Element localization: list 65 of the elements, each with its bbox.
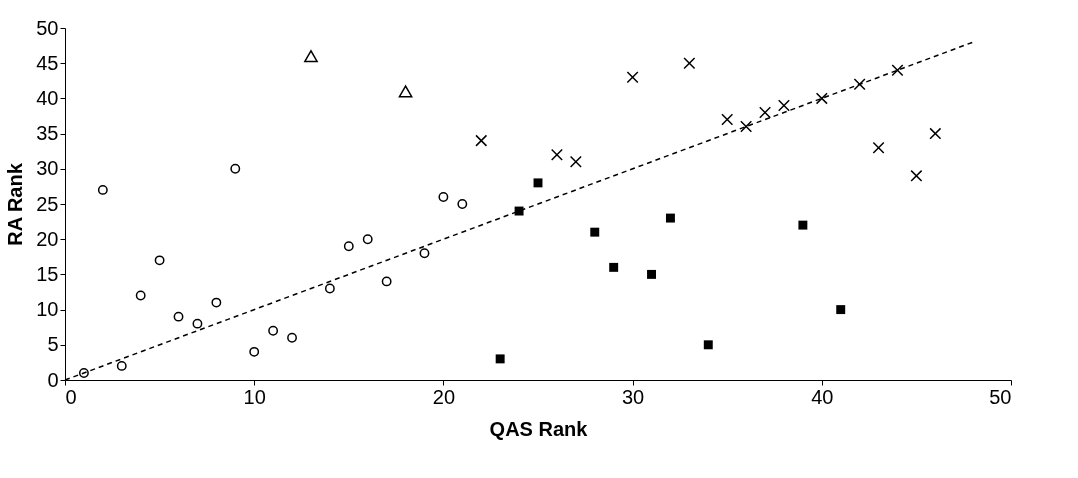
point xyxy=(419,248,430,259)
point xyxy=(457,199,468,209)
point xyxy=(116,361,127,371)
point xyxy=(154,255,165,266)
point xyxy=(910,169,923,182)
y-tick-label: 25 xyxy=(36,192,59,215)
point xyxy=(626,71,639,84)
point xyxy=(721,113,734,126)
point xyxy=(192,318,203,329)
point xyxy=(550,148,563,161)
point xyxy=(665,213,675,223)
point xyxy=(381,276,392,287)
point xyxy=(135,290,146,301)
point xyxy=(759,106,772,119)
y-tick-label: 5 xyxy=(47,333,59,356)
point xyxy=(777,99,790,112)
point xyxy=(590,227,600,237)
point xyxy=(211,297,222,308)
point xyxy=(798,220,808,230)
y-tick-label: 35 xyxy=(36,122,59,145)
point xyxy=(398,85,413,98)
point xyxy=(703,340,713,350)
point xyxy=(230,163,241,174)
point xyxy=(533,178,543,188)
point xyxy=(609,262,619,272)
x-tick-label: 0 xyxy=(65,385,77,408)
point xyxy=(872,141,885,154)
point xyxy=(929,127,942,140)
point xyxy=(815,92,828,105)
y-tick-label: 20 xyxy=(36,227,59,250)
x-tick-label: 40 xyxy=(811,385,834,408)
y-tick-label: 45 xyxy=(36,51,59,74)
point xyxy=(97,185,108,195)
x-axis-title: QAS Rank xyxy=(489,417,589,440)
y-tick-label: 40 xyxy=(36,86,59,109)
point xyxy=(304,50,318,63)
point xyxy=(647,269,656,279)
x-tick-label: 30 xyxy=(621,385,645,408)
point xyxy=(683,57,696,70)
y-tick-label: 30 xyxy=(36,157,59,180)
point xyxy=(836,305,846,315)
point xyxy=(740,120,753,133)
point xyxy=(495,354,505,364)
point xyxy=(343,241,354,252)
point xyxy=(569,155,582,168)
point xyxy=(173,311,184,322)
y-axis-title: RA Rank xyxy=(4,162,27,246)
point xyxy=(891,64,904,77)
point xyxy=(475,134,488,147)
x-tick-label: 20 xyxy=(432,385,456,408)
point xyxy=(514,206,524,216)
y-tick-label: 10 xyxy=(36,298,59,321)
y-tick-label: 15 xyxy=(36,262,59,285)
point xyxy=(362,234,373,245)
point xyxy=(853,78,866,91)
point xyxy=(287,332,297,343)
point xyxy=(324,283,335,294)
y-tick-label: 50 xyxy=(36,16,59,39)
point xyxy=(268,325,279,336)
x-tick-label: 50 xyxy=(989,385,1012,408)
point xyxy=(78,368,89,378)
x-tick-label: 10 xyxy=(243,385,266,408)
y-tick-label: 0 xyxy=(47,368,59,391)
point xyxy=(438,192,449,202)
point xyxy=(249,346,260,357)
